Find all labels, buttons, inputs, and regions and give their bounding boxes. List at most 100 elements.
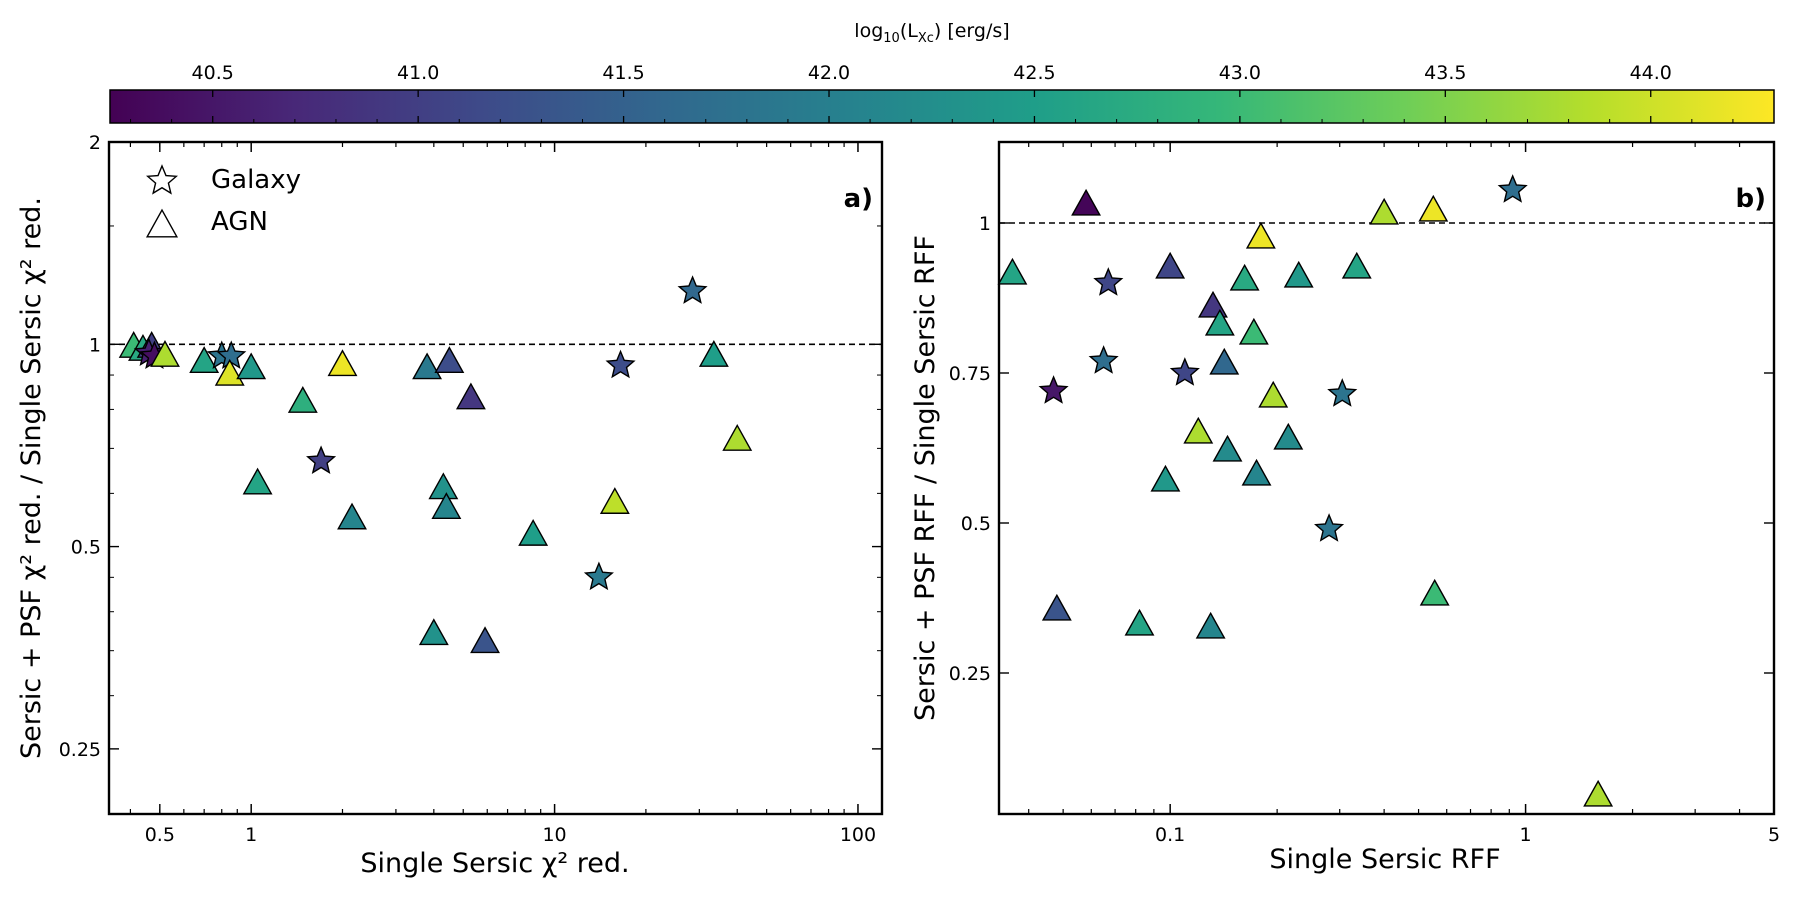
x-tick-label: 0.1 [1155,824,1185,846]
agn-triangle-point [418,618,449,646]
x-tick-label: 10 [542,824,566,846]
agn-triangle-point [1418,194,1449,222]
galaxy-star-point [1497,174,1528,203]
agn-triangle-point [599,487,630,514]
legend-triangle-icon [145,208,179,238]
colorbar-tick-label: 41.0 [397,62,439,84]
panel-a-label: a) [844,184,873,214]
agn-triangle-point [1229,263,1260,291]
panel-b-frame [997,140,1776,816]
panel-b-ylabel: Sersic + PSF RFF / Single Sersic RFF [910,235,941,721]
y-tick-label: 1 [979,213,991,235]
galaxy-star-point [306,445,337,474]
panel-b-points [997,174,1614,807]
colorbar-tick-label: 44.0 [1630,62,1672,84]
colorbar-title: log10(LXc) [erg/s] [854,20,1009,46]
legend-star-shape [145,164,179,195]
colorbar-tick-label: 42.0 [808,62,850,84]
agn-triangle-point [1369,197,1400,225]
panel-b-label: b) [1736,184,1767,214]
panel-b: 0.1 1 5 0.25 0.5 0.75 1 b) Single Sersic RFF S… [910,140,1780,875]
agn-triangle-point [242,467,273,495]
galaxy-star-point [1093,267,1124,296]
agn-triangle-point [150,340,180,367]
galaxy-star-point [1327,378,1358,407]
panel-a-frame [107,140,884,816]
colorbar: log10(LXc) [erg/s] 40.5 41.0 41.5 42.0 42.5 4… [109,20,1775,124]
agn-triangle-point [236,352,267,380]
galaxy-star-point [1088,345,1119,374]
agn-triangle-point [1071,188,1101,216]
agn-triangle-point [1238,317,1269,345]
colorbar-tick-label: 40.5 [192,62,234,84]
legend: Galaxy AGN [145,164,301,238]
agn-triangle-point [470,626,500,654]
y-tick-label: 1 [89,334,101,356]
agn-triangle-point [1283,260,1314,288]
agn-triangle-point [1273,422,1304,450]
agn-triangle-point [287,386,318,413]
colorbar-gradient [109,89,1775,124]
galaxy-star-point [677,275,708,304]
legend-triangle-shape [145,208,179,238]
legend-galaxy-label: Galaxy [211,165,301,195]
galaxy-star-point [605,349,636,379]
legend-star-icon [145,164,179,195]
agn-triangle-point [327,349,358,377]
agn-triangle-point [1195,611,1226,639]
agn-triangle-point [434,346,465,374]
galaxy-star-point [1314,513,1345,542]
agn-triangle-point [1204,308,1235,336]
colorbar-tick-label: 43.5 [1424,62,1466,84]
agn-triangle-point [337,502,367,530]
panel-a-ylabel: Sersic + PSF χ² red. / Single Sersic χ² … [16,197,47,759]
y-tick-label: 0.75 [949,363,991,385]
y-tick-label: 2 [89,132,101,154]
agn-triangle-point [518,518,549,546]
agn-triangle-point [1341,251,1372,279]
agn-triangle-point [997,257,1028,285]
galaxy-star-point [1169,357,1200,386]
agn-triangle-point [1583,779,1614,807]
agn-triangle-point [1258,380,1289,408]
x-tick-label: 1 [245,824,257,846]
agn-triangle-point [1245,221,1276,249]
galaxy-star-point [583,561,614,591]
x-tick-label: 0.5 [145,824,175,846]
panel-a-points [118,275,753,654]
agn-triangle-point [1183,416,1214,444]
galaxy-star-point [1038,375,1069,404]
agn-triangle-point [189,346,220,374]
agn-triangle-point [1212,434,1243,462]
x-tick-label: 1 [1520,824,1532,846]
y-tick-label: 0.5 [71,537,101,559]
panel-a-xlabel: Single Sersic χ² red. [360,848,629,879]
agn-triangle-point [455,382,486,410]
agn-triangle-point [722,424,753,451]
panel-a: 0.5 1 10 100 0.25 0.5 1 2 a) Single Sersic χ² r… [16,132,884,879]
y-tick-label: 0.25 [59,739,101,761]
y-tick-label: 0.5 [961,513,991,535]
colorbar-tick-label: 43.0 [1219,62,1261,84]
agn-triangle-point [431,492,462,520]
agn-triangle-point [698,340,729,367]
agn-triangle-point [1041,593,1072,621]
agn-triangle-point [412,352,443,380]
panel-b-ticks: 0.1 1 5 0.25 0.5 0.75 1 [949,142,1780,846]
colorbar-tick-label: 42.5 [1013,62,1055,84]
agn-triangle-point [1241,458,1272,486]
agn-triangle-point [1209,347,1240,375]
panel-a-ticks: 0.5 1 10 100 0.25 0.5 1 2 [59,132,882,846]
colorbar-tick-label: 41.5 [602,62,644,84]
x-tick-label: 100 [840,824,876,846]
panel-b-xlabel: Single Sersic RFF [1269,844,1500,875]
agn-triangle-point [1155,251,1186,279]
agn-triangle-point [1419,578,1450,606]
colorbar-ticks: 40.5 41.0 41.5 42.0 42.5 43.0 43.5 44.0 [130,62,1734,123]
y-tick-label: 0.25 [949,663,991,685]
legend-agn-label: AGN [211,207,268,237]
agn-triangle-point [1150,464,1181,492]
x-tick-label: 5 [1768,824,1780,846]
agn-triangle-point [1124,608,1155,636]
